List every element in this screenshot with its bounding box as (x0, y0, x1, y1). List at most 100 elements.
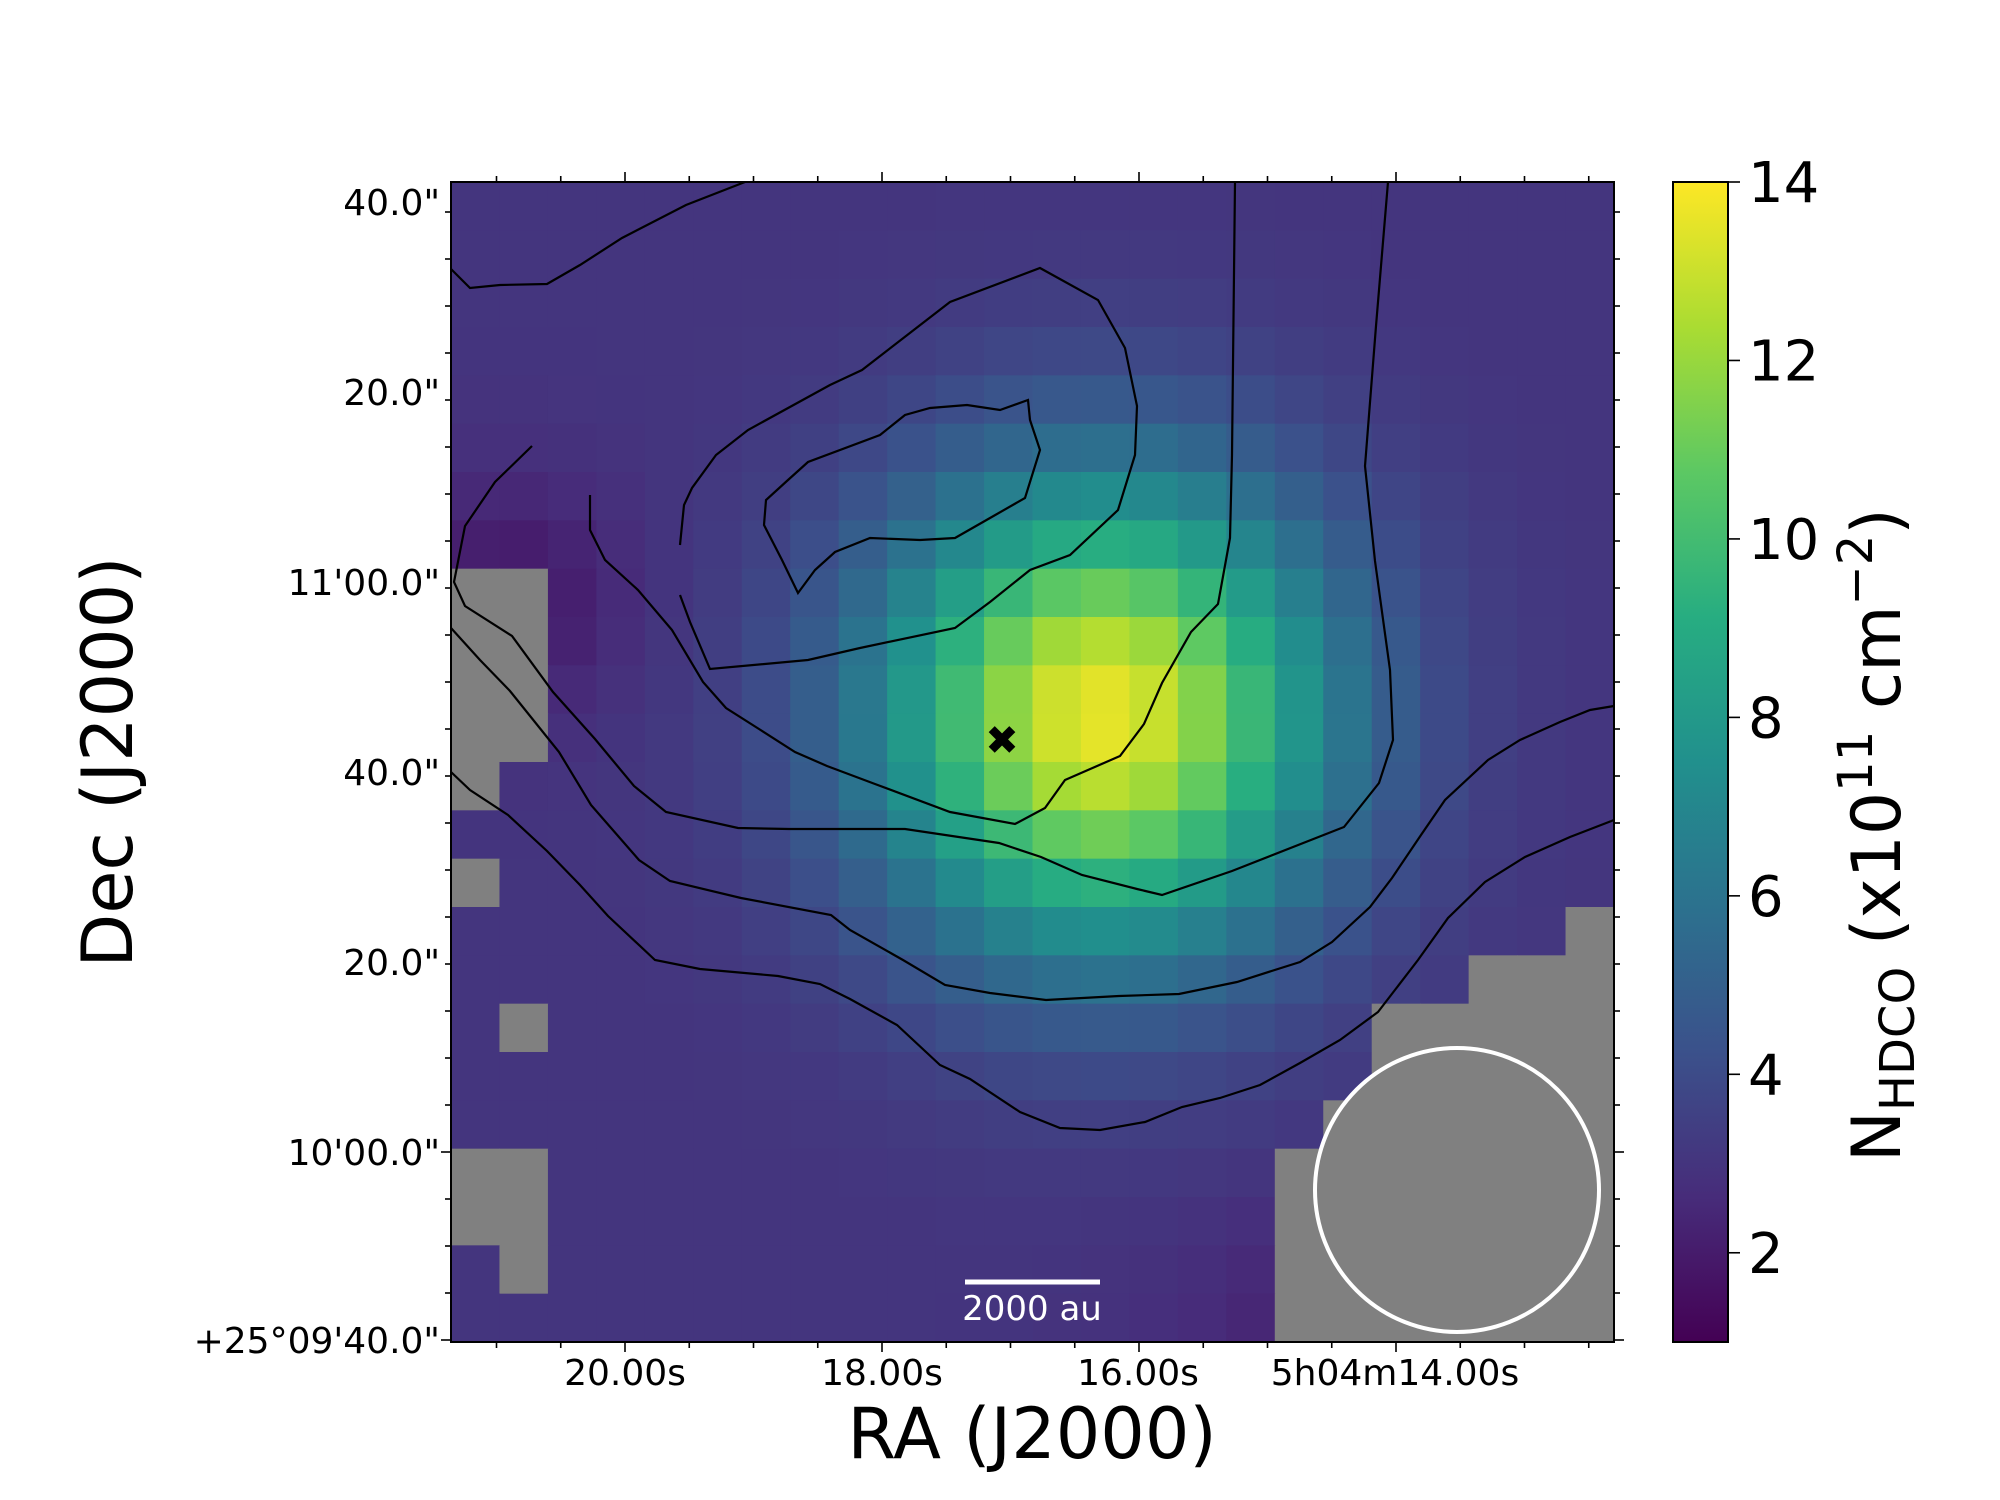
heatmap-cell (887, 472, 937, 521)
heatmap-cell (644, 1003, 694, 1053)
heatmap-cell (1420, 858, 1470, 908)
heatmap-cell (935, 1052, 985, 1101)
heatmap-cell (790, 1100, 840, 1150)
heatmap-cell (1032, 423, 1082, 473)
heatmap-cell (596, 375, 646, 425)
heatmap-cell (499, 423, 549, 473)
heatmap-cell (1420, 617, 1470, 666)
heatmap-cell (596, 955, 646, 1005)
heatmap-cell (1032, 182, 1082, 231)
heatmap-cell (596, 665, 646, 715)
contour-line (452, 181, 1395, 897)
heatmap-cell (790, 375, 840, 425)
heatmap-cell (693, 1148, 743, 1198)
heatmap-cell (838, 230, 888, 280)
heatmap-cell (499, 230, 549, 280)
heatmap-cell (1565, 375, 1615, 425)
y-tick-label: 40.0" (343, 753, 440, 794)
heatmap-cell (1129, 568, 1179, 618)
heatmap-cell (1177, 1100, 1227, 1150)
heatmap-cell (1080, 182, 1131, 231)
heatmap-cell (1226, 858, 1276, 908)
heatmap-cell (935, 520, 985, 570)
heatmap-cell (1177, 1003, 1227, 1053)
heatmap-cell (1274, 617, 1324, 666)
heatmap-cell (693, 568, 743, 618)
heatmap-cell (451, 713, 501, 763)
heatmap-cell (499, 907, 549, 956)
heatmap-cell (1371, 1003, 1421, 1053)
heatmap-cell (596, 327, 646, 376)
heatmap-cell (1468, 762, 1518, 811)
heatmap-cell (693, 810, 743, 860)
contour-line (588, 181, 1237, 826)
heatmap-cell (1129, 472, 1179, 521)
heatmap-cell (1226, 1245, 1276, 1295)
heatmap-cell (1371, 617, 1421, 666)
heatmap-cell (1517, 617, 1567, 666)
heatmap-cell (838, 810, 888, 860)
heatmap-cell (1032, 810, 1082, 860)
heatmap-cell (838, 617, 888, 666)
heatmap-cell (1517, 665, 1567, 715)
heatmap-cell (644, 1293, 694, 1343)
heatmap-cell (1274, 327, 1324, 376)
heatmap-cell (1468, 713, 1518, 763)
heatmap-cell (644, 1148, 694, 1198)
heatmap-cell (887, 1052, 937, 1101)
heatmap-cell (451, 810, 501, 860)
heatmap-cell (451, 1100, 501, 1150)
heatmap-cell (596, 1052, 646, 1101)
heatmap-cell (1080, 617, 1131, 666)
heatmap-cell (1080, 810, 1131, 860)
heatmap-cell (451, 1148, 501, 1198)
x-axis-tick-labels: 20.00s 18.00s 16.00s 5h04m14.00s (564, 1353, 1519, 1394)
heatmap-cell (1371, 665, 1421, 715)
heatmap-cell (1565, 617, 1615, 666)
y-tick-label: 10'00.0" (288, 1133, 440, 1174)
heatmap-cell (1468, 423, 1518, 473)
heatmap-cell (547, 907, 597, 956)
heatmap-cell (499, 472, 549, 521)
heatmap-cell (547, 1293, 597, 1343)
contour-lines (450, 180, 1615, 1132)
heatmap-cell (1080, 858, 1131, 908)
heatmap-cell (1323, 617, 1373, 666)
heatmap-cell (1371, 182, 1421, 231)
heatmap-cell (596, 907, 646, 956)
heatmap-cell (984, 230, 1034, 280)
heatmap-cell (887, 1003, 937, 1053)
heatmap-cell (596, 1293, 646, 1343)
heatmap-cell (984, 713, 1034, 763)
heatmap-cell (1420, 955, 1470, 1005)
heatmap-cell (547, 1245, 597, 1295)
heatmap-cell (1177, 568, 1227, 618)
heatmap-cell (644, 278, 694, 328)
heatmap-cell (693, 375, 743, 425)
heatmap-cell (741, 907, 791, 956)
heatmap-cell (1226, 907, 1276, 956)
heatmap-cell (741, 278, 791, 328)
heatmap-cell (1226, 327, 1276, 376)
heatmap-cell (1080, 1197, 1131, 1246)
heatmap-cell (1323, 810, 1373, 860)
heatmap-cell (499, 1197, 549, 1246)
heatmap-cell (1032, 713, 1082, 763)
heatmap-cell (1274, 1003, 1324, 1053)
contour-line (450, 180, 746, 290)
heatmap-cell (741, 327, 791, 376)
heatmap-cell (499, 810, 549, 860)
heatmap-cell (1517, 230, 1567, 280)
heatmap-cell (1274, 1245, 1324, 1295)
heatmap-cell (838, 1197, 888, 1246)
heatmap-cell (1080, 568, 1131, 618)
heatmap-cell (499, 955, 549, 1005)
x-axis-label: RA (J2000) (847, 1393, 1216, 1475)
heatmap-cell (1177, 472, 1227, 521)
heatmap-cell (1420, 182, 1470, 231)
heatmap-cell (547, 182, 597, 231)
heatmap-cell (1323, 907, 1373, 956)
heatmap-cell (644, 858, 694, 908)
heatmap-cell (838, 278, 888, 328)
heatmap-cell (1032, 327, 1082, 376)
